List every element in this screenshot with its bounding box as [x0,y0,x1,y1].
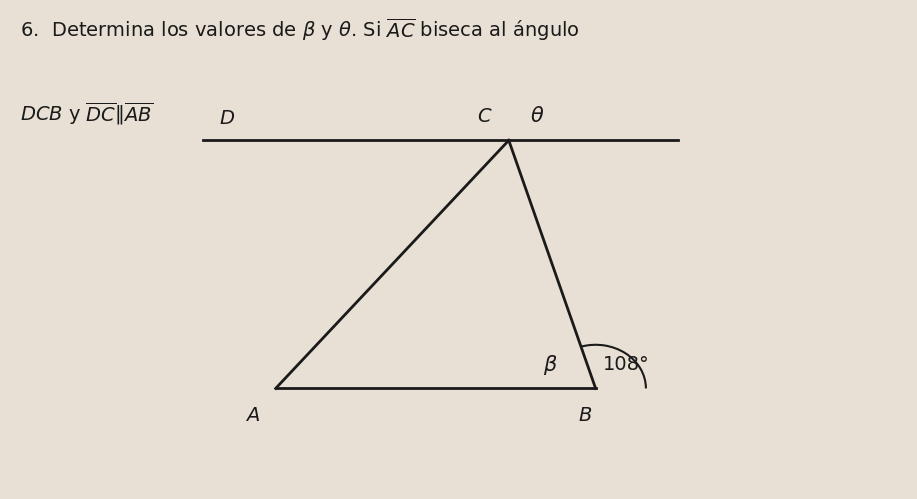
Text: 6.  Determina los valores de $\beta$ y $\theta$. Si $\overline{AC}$ biseca al án: 6. Determina los valores de $\beta$ y $\… [19,16,580,43]
Text: $\theta$: $\theta$ [530,106,544,126]
Text: A: A [246,406,260,425]
Text: 108°: 108° [603,355,650,374]
Text: D: D [219,109,235,128]
Text: B: B [578,406,591,425]
Text: $\it{DCB}$ y $\overline{DC}$$\|$$\overline{AB}$: $\it{DCB}$ y $\overline{DC}$$\|$$\overli… [19,101,153,127]
Text: C: C [477,107,491,126]
Text: $\beta$: $\beta$ [543,353,558,377]
